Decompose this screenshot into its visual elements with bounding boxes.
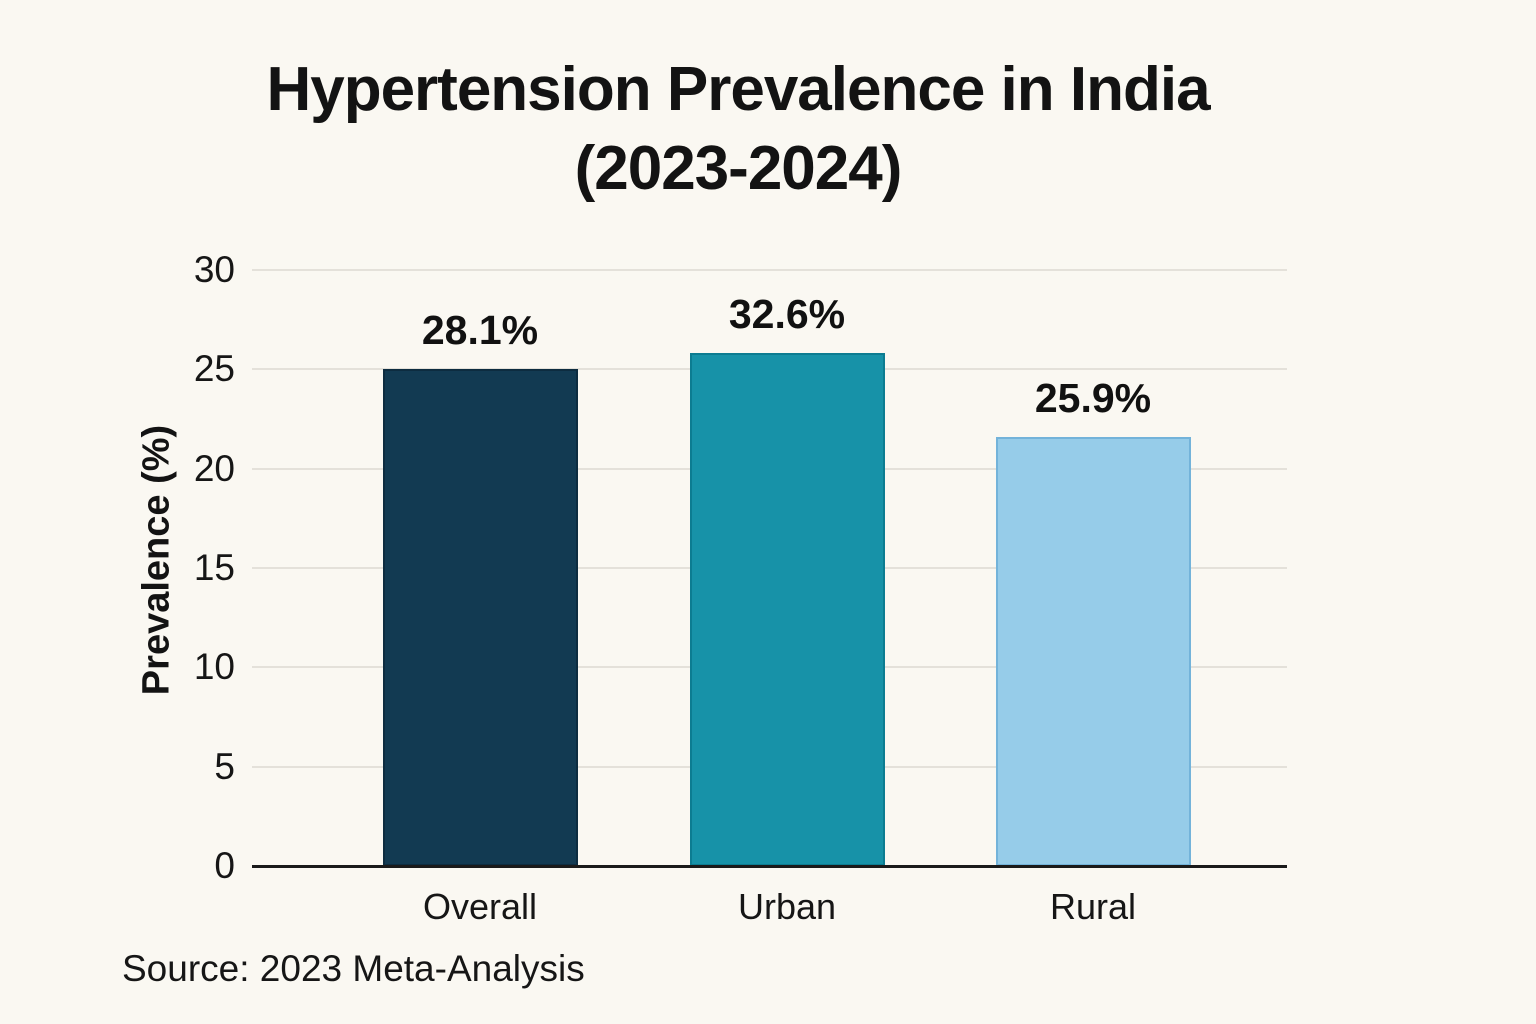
x-axis-line — [252, 865, 1287, 868]
x-category-label-rural: Rural — [1049, 886, 1137, 927]
y-tick-label-20: 20 — [193, 447, 235, 489]
y-tick-label-30: 30 — [193, 249, 235, 290]
bar-value-label-overall: 28.1% — [421, 307, 539, 354]
y-tick-label-0: 0 — [214, 845, 235, 886]
chart-title-line1: Hypertension Prevalence in India — [266, 55, 1210, 124]
bar-urban — [689, 353, 885, 866]
chart-title-line2: (2023-2024) — [574, 134, 903, 204]
chart-title: Hypertension Prevalence in India (2023-2… — [0, 50, 1476, 209]
x-category-label-urban: Urban — [737, 886, 837, 927]
bar-overall — [382, 369, 578, 866]
y-tick-label-5: 5 — [214, 745, 235, 787]
bar-value-label-rural: 25.9% — [1034, 374, 1152, 421]
x-category-label-overall: Overall — [422, 886, 538, 927]
bar-value-label-urban: 32.6% — [728, 291, 846, 338]
source-note: Source: 2023 Meta-Analysis — [122, 948, 585, 989]
y-tick-label-25: 25 — [193, 348, 235, 390]
gridline-30 — [252, 269, 1287, 271]
bar-rural — [995, 436, 1191, 866]
y-tick-label-15: 15 — [193, 547, 235, 588]
y-tick-label-10: 10 — [193, 646, 235, 688]
